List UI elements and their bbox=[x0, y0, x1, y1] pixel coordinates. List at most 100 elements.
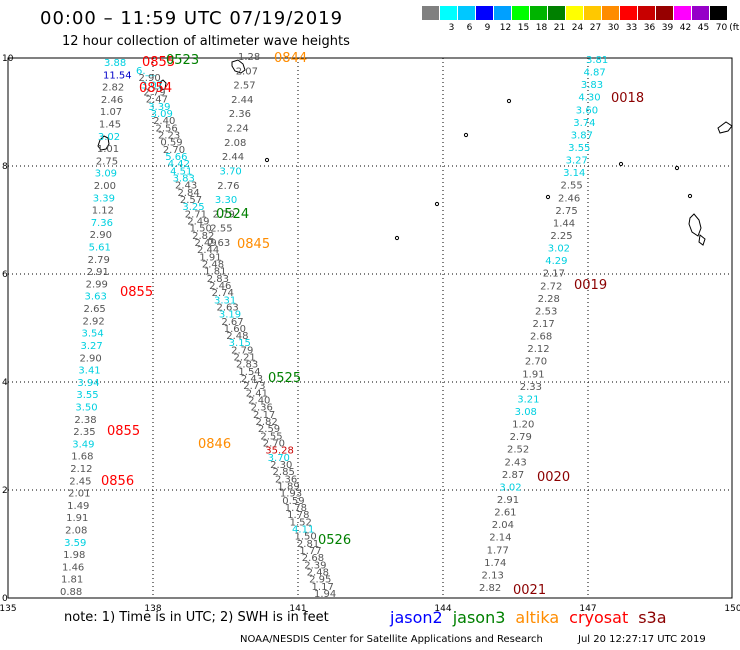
wave-height-value: 4.29 bbox=[545, 256, 567, 267]
wave-height-value: 3.27 bbox=[80, 341, 102, 352]
wave-height-value: 2.82 bbox=[479, 583, 501, 594]
y-tick-label: 8 bbox=[2, 162, 8, 172]
wave-height-value: 2.35 bbox=[73, 427, 95, 438]
wave-height-value: 2.55 bbox=[210, 224, 232, 235]
wave-height-value: 4.51 bbox=[170, 166, 192, 177]
wave-height-value: 1.68 bbox=[71, 452, 93, 463]
wave-height-value: 2.45 bbox=[69, 476, 91, 487]
wave-height-value: 2.70 bbox=[163, 145, 185, 156]
wave-height-value: 2.40 bbox=[153, 116, 175, 127]
wave-height-value: 2.46 bbox=[101, 95, 123, 106]
axis-tick-labels: 135 138 141 144 147 150 10 8 6 4 2 0 bbox=[0, 54, 740, 614]
wave-height-value: 2.75 bbox=[555, 206, 577, 217]
wave-height-value: 2.84 bbox=[177, 188, 199, 199]
wave-height-value: 3.87 bbox=[571, 130, 593, 141]
wave-height-value: 3.55 bbox=[76, 390, 98, 401]
wave-height-value: 2.95 bbox=[309, 575, 331, 586]
wave-height-value: 2.68 bbox=[302, 553, 324, 564]
wave-height-value: 2.72 bbox=[540, 281, 562, 292]
wave-height-value: 3.21 bbox=[517, 394, 539, 405]
wave-height-value: 1.12 bbox=[92, 206, 114, 217]
wave-height-value: 1.78 bbox=[287, 510, 309, 521]
scale-label: 12 bbox=[499, 23, 512, 33]
pass-time-label: 0845 bbox=[237, 237, 270, 252]
wave-height-value: 2.07 bbox=[236, 66, 258, 77]
wave-height-value: 1.60 bbox=[224, 324, 246, 335]
x-tick-label: 141 bbox=[289, 604, 306, 614]
wave-height-value: 7.36 bbox=[91, 218, 113, 229]
wave-height-value: 2.91 bbox=[87, 267, 109, 278]
pass-time-label: 0526 bbox=[318, 533, 351, 548]
pass-time-label: 0019 bbox=[574, 278, 607, 293]
wave-height-value: 3.25 bbox=[182, 202, 204, 213]
wave-height-value: 2.55 bbox=[260, 431, 282, 442]
wave-height-value: 2.75 bbox=[96, 156, 118, 167]
wave-height-value: 3.09 bbox=[151, 109, 173, 120]
x-tick-label: 147 bbox=[579, 604, 596, 614]
land-outlines bbox=[97, 59, 733, 246]
wave-height-value: 3.88 bbox=[104, 58, 126, 69]
wave-height-value: 2.83 bbox=[236, 360, 258, 371]
wave-height-value: 2.36 bbox=[275, 474, 297, 485]
wave-height-value: 2.87 bbox=[502, 470, 524, 481]
scale-label: 3 bbox=[448, 23, 455, 33]
generation-timestamp: Jul 20 12:27:17 UTC 2019 bbox=[578, 634, 706, 645]
wave-height-value: 1.46 bbox=[62, 562, 84, 573]
wave-height-value: 2.74 bbox=[212, 288, 234, 299]
y-tick-label: 2 bbox=[2, 486, 8, 496]
wave-height-value: 2.48 bbox=[202, 259, 224, 270]
wave-height-value: 2.04 bbox=[492, 520, 514, 531]
wave-height-value: 2.44 bbox=[222, 152, 244, 163]
scale-label: 18 bbox=[535, 23, 548, 33]
y-tick-label: 0 bbox=[2, 594, 8, 604]
wave-height-value: 2.79 bbox=[213, 209, 235, 220]
wave-height-value: 1.44 bbox=[553, 218, 575, 229]
y-tick-label: 6 bbox=[2, 270, 8, 280]
wave-height-value: 2.48 bbox=[226, 331, 248, 342]
wave-height-value: 3.49 bbox=[72, 439, 94, 450]
wave-height-value: 1.91 bbox=[199, 252, 221, 263]
wave-height-value: 2.79 bbox=[88, 255, 110, 266]
scale-swatch bbox=[674, 6, 691, 20]
wave-height-value: 3.09 bbox=[95, 169, 117, 180]
wave-height-value: 1.81 bbox=[204, 267, 226, 278]
wave-height-value: 1.01 bbox=[97, 144, 119, 155]
pass-time-label: 0846 bbox=[198, 437, 231, 452]
wave-height-value: 2.13 bbox=[482, 570, 504, 581]
wave-height-value: 0.59 bbox=[160, 138, 182, 149]
wave-height-value: 2.76 bbox=[217, 181, 239, 192]
wave-height-value: 2.91 bbox=[497, 495, 519, 506]
wave-height-value: 2.08 bbox=[65, 525, 87, 536]
scale-label: 6 bbox=[466, 23, 473, 33]
wave-height-value: 2.82 bbox=[102, 83, 124, 94]
wave-height-value: 1.74 bbox=[484, 558, 506, 569]
wave-height-value: 1.89 bbox=[277, 482, 299, 493]
pass-time-label: 0855 bbox=[120, 285, 153, 300]
wave-height-value: 2.12 bbox=[527, 344, 549, 355]
satellite-legend-item: altika bbox=[515, 608, 560, 627]
wave-height-value: 1.78 bbox=[285, 503, 307, 514]
pass-time-label: 0855 bbox=[142, 55, 175, 70]
wave-height-value: 3.27 bbox=[566, 156, 588, 167]
wave-height-value: 2.30 bbox=[270, 460, 292, 471]
x-tick-label: 138 bbox=[144, 604, 161, 614]
wave-height-value: 5.66 bbox=[165, 152, 187, 163]
wave-height-value: 2.33 bbox=[520, 382, 542, 393]
map-gridlines bbox=[8, 58, 732, 598]
wave-height-value: 2.00 bbox=[94, 181, 116, 192]
wave-height-value: 2.65 bbox=[84, 304, 106, 315]
scale-label: 70 bbox=[715, 23, 728, 33]
wave-height-value: 2.46 bbox=[558, 193, 580, 204]
satellite-legend: jason2 jason3 altika cryosat s3a bbox=[390, 608, 677, 627]
wave-height-value: 3.02 bbox=[548, 244, 570, 255]
scale-label: 15 bbox=[517, 23, 530, 33]
x-tick-label: 150 bbox=[724, 604, 740, 614]
scale-swatch bbox=[494, 6, 511, 20]
wave-height-value: 1.81 bbox=[61, 575, 83, 586]
scale-swatch bbox=[440, 6, 457, 20]
wave-height-value: 4.11 bbox=[292, 525, 314, 536]
wave-height-value: 3.30 bbox=[215, 195, 237, 206]
wave-height-value: 2.12 bbox=[70, 464, 92, 475]
scale-label: 36 bbox=[643, 23, 656, 33]
